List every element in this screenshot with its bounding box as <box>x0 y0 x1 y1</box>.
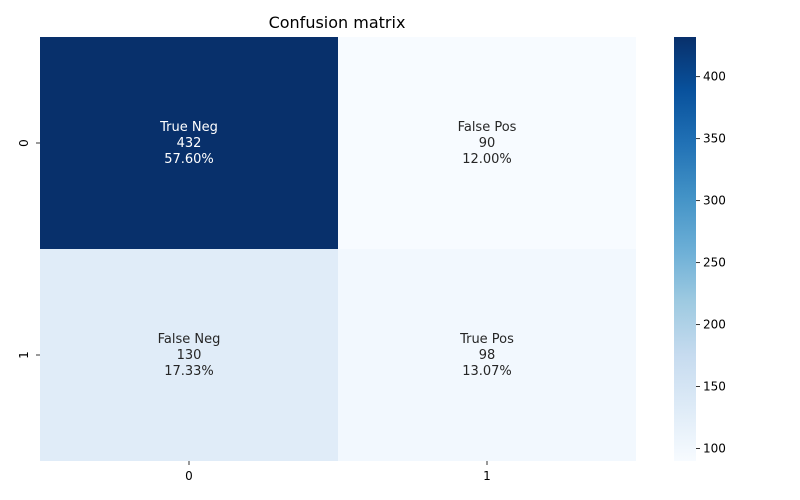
colorbar-tick-label: 200 <box>703 318 726 332</box>
cell-count-label: 130 <box>177 348 202 363</box>
cell-count-label: 432 <box>177 136 202 151</box>
y-axis: 01 <box>17 139 40 359</box>
cell-name-label: True Pos <box>459 332 514 347</box>
cell-name-label: False Pos <box>458 120 517 135</box>
cell-count-label: 90 <box>479 136 496 151</box>
colorbar-tick-label: 150 <box>703 380 726 394</box>
colorbar-tick-label: 350 <box>703 132 726 146</box>
chart-title: Confusion matrix <box>269 13 406 32</box>
heatmap-cell <box>40 37 338 249</box>
x-tick-label: 1 <box>483 469 491 483</box>
heatmap-cell <box>40 249 338 461</box>
cell-name-label: False Neg <box>158 332 221 347</box>
cell-count-label: 98 <box>479 348 496 363</box>
colorbar-tick-label: 250 <box>703 256 726 270</box>
cell-percent-label: 13.07% <box>462 364 512 379</box>
cell-name-label: True Neg <box>159 120 218 135</box>
heatmap-cell <box>338 37 636 249</box>
y-tick-label: 1 <box>17 351 31 359</box>
x-tick-label: 0 <box>185 469 193 483</box>
colorbar-tick-label: 300 <box>703 194 726 208</box>
colorbar: 100 150 200 250 300 350 400 <box>674 37 726 461</box>
cell-percent-label: 57.60% <box>164 152 214 167</box>
colorbar-gradient <box>674 37 696 461</box>
heatmap-cell <box>338 249 636 461</box>
y-tick-label: 0 <box>17 139 31 147</box>
cell-percent-label: 17.33% <box>164 364 214 379</box>
colorbar-tick-label: 400 <box>703 70 726 84</box>
cell-percent-label: 12.00% <box>462 152 512 167</box>
colorbar-tick-label: 100 <box>703 442 726 456</box>
